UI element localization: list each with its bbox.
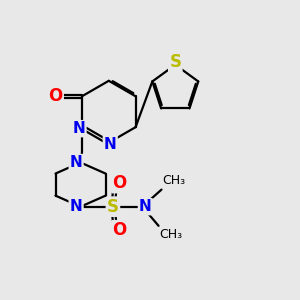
- Text: N: N: [139, 199, 152, 214]
- Text: N: N: [104, 136, 117, 152]
- Text: O: O: [48, 87, 63, 105]
- Text: N: N: [73, 121, 85, 136]
- Text: N: N: [70, 199, 83, 214]
- Text: CH₃: CH₃: [159, 228, 182, 241]
- Text: S: S: [107, 198, 119, 216]
- Text: CH₃: CH₃: [162, 174, 185, 187]
- Text: O: O: [112, 221, 127, 239]
- Text: S: S: [169, 53, 181, 71]
- Text: O: O: [112, 174, 127, 192]
- Text: N: N: [70, 155, 83, 170]
